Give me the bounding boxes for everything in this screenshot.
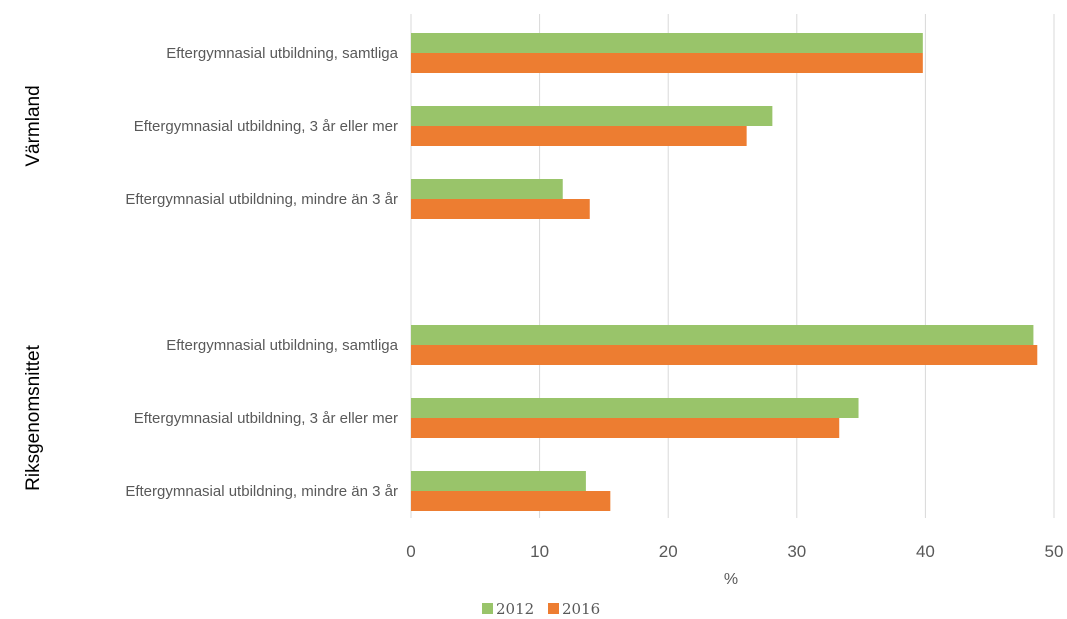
bar-2012 bbox=[411, 471, 586, 491]
gridlines bbox=[410, 14, 1055, 518]
legend-label: 2016 bbox=[562, 600, 600, 618]
bar-2012 bbox=[411, 33, 923, 53]
group-label: Riksgenomsnittet bbox=[23, 344, 44, 490]
bar-2012 bbox=[411, 106, 773, 126]
legend-label: 2012 bbox=[496, 600, 534, 618]
bar-2016 bbox=[411, 126, 747, 146]
legend-swatch bbox=[482, 603, 493, 614]
x-tick-label: 30 bbox=[787, 542, 806, 561]
bar-2012 bbox=[411, 325, 1034, 345]
category-label: Eftergymnasial utbildning, samtliga bbox=[166, 337, 398, 354]
category-label: Eftergymnasial utbildning, 3 år eller me… bbox=[134, 118, 398, 135]
x-tick-label: 0 bbox=[406, 542, 415, 561]
bar-2016 bbox=[411, 491, 611, 511]
bar-2016 bbox=[411, 345, 1038, 365]
category-label: Eftergymnasial utbildning, mindre än 3 å… bbox=[125, 191, 398, 208]
group-labels: Värmland Riksgenomsnittet bbox=[23, 85, 44, 491]
bar-2016 bbox=[411, 418, 840, 438]
category-label: Eftergymnasial utbildning, samtliga bbox=[166, 45, 398, 62]
bar-2016 bbox=[411, 199, 590, 219]
category-label: Eftergymnasial utbildning, mindre än 3 å… bbox=[125, 483, 398, 500]
x-axis-title: % bbox=[724, 571, 738, 588]
category-label: Eftergymnasial utbildning, 3 år eller me… bbox=[134, 410, 398, 427]
group-label: Värmland bbox=[23, 85, 44, 166]
x-tick-labels: 0 10 20 30 40 50 bbox=[406, 542, 1063, 561]
bar-2012 bbox=[411, 398, 859, 418]
x-tick-label: 40 bbox=[916, 542, 935, 561]
x-tick-label: 10 bbox=[530, 542, 549, 561]
category-labels: Eftergymnasial utbildning, samtliga Efter… bbox=[125, 45, 398, 500]
x-tick-label: 20 bbox=[659, 542, 678, 561]
legend-swatch bbox=[548, 603, 559, 614]
bar-2012 bbox=[411, 179, 563, 199]
legend: 2012 2016 bbox=[482, 600, 600, 618]
bars bbox=[411, 33, 1038, 511]
bar-2016 bbox=[411, 53, 923, 73]
x-tick-label: 50 bbox=[1045, 542, 1064, 561]
